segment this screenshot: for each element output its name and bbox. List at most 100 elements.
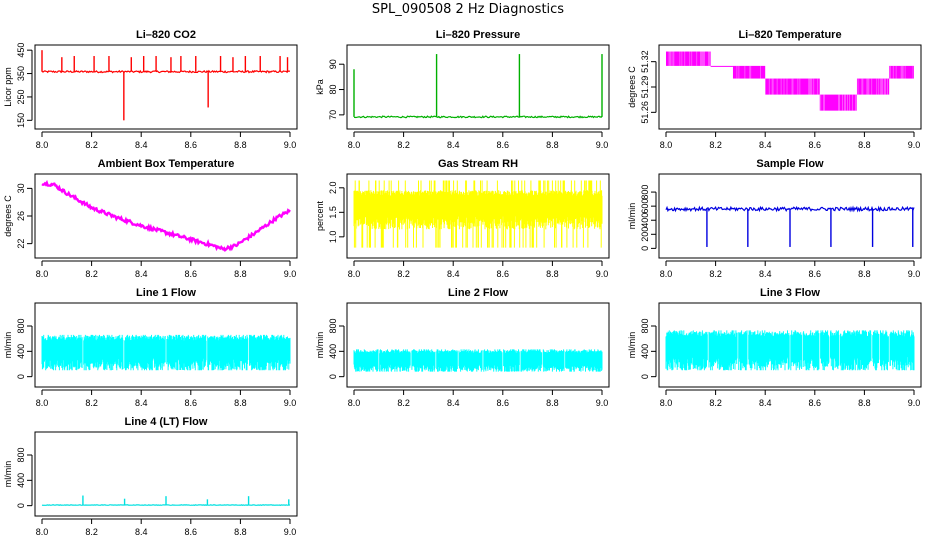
x-tick-label: 8.6 (185, 140, 198, 150)
y-tick-label: 2.0 (328, 182, 338, 195)
step-texture (668, 51, 710, 66)
x-tick-label: 8.0 (348, 140, 361, 150)
y-tick-label: 150 (16, 113, 26, 128)
chart-panel: Ambient Box Temperature degrees C 8.0 8.2 8.… (3, 158, 298, 279)
y-axis: 1.0 1.5 2.0 (328, 182, 345, 243)
y-tick-label: 0 (328, 374, 338, 379)
x-tick-label: 8.2 (397, 269, 410, 279)
data-series (353, 180, 603, 248)
y-tick-label: 0 (640, 374, 650, 379)
x-tick-label: 8.6 (497, 140, 510, 150)
y-tick-label: 400 (640, 213, 650, 228)
x-axis: 8.0 8.2 8.4 8.6 8.8 9.0 (660, 389, 920, 408)
data-series (41, 495, 290, 506)
step-band (666, 51, 711, 66)
y-axis-label: degrees C (627, 66, 637, 108)
x-tick-label: 8.8 (234, 140, 247, 150)
y-axis-label: Licor ppm (3, 67, 13, 107)
x-tick-label: 9.0 (284, 398, 297, 408)
chart-panel: Li–820 Pressure kPa 8.0 8.2 8.4 8.6 8.8 9.0 70 80… (315, 29, 610, 150)
y-axis-label: percent (315, 200, 325, 231)
y-tick-label: 800 (16, 447, 26, 462)
step-band (889, 65, 914, 79)
y-tick-label: 1.5 (328, 206, 338, 219)
y-axis: 0 400 800 (640, 318, 657, 379)
x-tick-label: 8.2 (85, 269, 98, 279)
x-tick-label: 8.2 (709, 398, 722, 408)
chart-title: Gas Stream RH (438, 158, 518, 170)
x-axis: 8.0 8.2 8.4 8.6 8.8 9.0 (348, 131, 609, 150)
x-tick-label: 8.0 (660, 269, 673, 279)
x-tick-label: 8.4 (447, 140, 460, 150)
series-band (353, 180, 603, 248)
x-tick-label: 9.0 (284, 269, 297, 279)
step-texture (764, 78, 819, 95)
x-tick-label: 8.6 (497, 269, 510, 279)
y-axis: 150 250 350 450 (16, 43, 33, 128)
x-axis: 8.0 8.2 8.4 8.6 8.8 9.0 (36, 260, 297, 279)
x-tick-label: 8.0 (36, 527, 49, 537)
x-tick-label: 8.4 (135, 140, 148, 150)
x-tick-label: 8.4 (759, 140, 772, 150)
y-axis-label: ml/min (3, 461, 13, 488)
x-tick-label: 8.0 (660, 140, 673, 150)
step-band (732, 65, 766, 79)
y-tick-label: 51.26 (640, 101, 650, 124)
x-tick-label: 8.8 (234, 398, 247, 408)
y-tick-label: 800 (640, 318, 650, 333)
y-axis: 0 400 800 (328, 318, 345, 379)
step-band (856, 78, 890, 95)
chart-title: Line 3 Flow (760, 287, 820, 299)
x-tick-label: 8.2 (397, 140, 410, 150)
x-tick-label: 8.4 (759, 269, 772, 279)
chart-title: Li–820 Pressure (436, 29, 520, 41)
data-series (665, 330, 915, 371)
x-tick-label: 8.4 (759, 398, 772, 408)
chart-title: Line 4 (LT) Flow (125, 416, 208, 428)
chart-title: Sample Flow (756, 158, 824, 170)
data-series (353, 54, 603, 119)
data-series (41, 179, 291, 252)
x-axis: 8.0 8.2 8.4 8.6 8.8 9.0 (36, 389, 297, 408)
chart-panel: Gas Stream RH percent 8.0 8.2 8.4 8.6 8.8 9.0 1.… (315, 158, 610, 279)
y-axis: 51.26 51.29 51.32 (640, 50, 657, 124)
x-axis: 8.0 8.2 8.4 8.6 8.8 9.0 (348, 389, 608, 408)
series-line (353, 115, 603, 119)
plot-frame (34, 302, 298, 388)
y-tick-label: 80 (328, 85, 338, 95)
step-band (710, 65, 733, 67)
series-band (665, 330, 915, 371)
plot-frame (658, 173, 922, 259)
x-tick-label: 8.6 (809, 398, 822, 408)
x-tick-label: 9.0 (596, 140, 609, 150)
y-axis-label: degrees C (3, 195, 13, 237)
x-tick-label: 8.2 (397, 398, 410, 408)
y-tick-label: 0 (640, 246, 650, 251)
y-tick-label: 22 (16, 239, 26, 249)
x-tick-label: 8.6 (185, 269, 198, 279)
series-band (353, 349, 603, 372)
x-tick-label: 8.0 (348, 269, 361, 279)
chart-title: Line 1 Flow (136, 287, 196, 299)
step-texture (736, 65, 761, 79)
x-tick-label: 8.0 (36, 140, 49, 150)
y-axis-label: ml/min (3, 332, 13, 359)
x-tick-label: 8.2 (85, 140, 98, 150)
x-tick-label: 8.4 (135, 527, 148, 537)
y-axis: 22 26 30 (16, 183, 33, 249)
chart-title: Ambient Box Temperature (98, 158, 235, 170)
y-tick-label: 450 (16, 43, 26, 58)
x-tick-label: 8.6 (809, 269, 822, 279)
x-axis: 8.0 8.2 8.4 8.6 8.8 9.0 (660, 260, 920, 279)
x-axis: 8.0 8.2 8.4 8.6 8.8 9.0 (36, 131, 296, 150)
page-title: SPL_090508 2 Hz Diagnostics (371, 2, 565, 17)
y-tick-label: 0 (16, 374, 26, 379)
chart-title: Li–820 CO2 (136, 29, 196, 41)
x-axis: 8.0 8.2 8.4 8.6 8.8 9.0 (660, 131, 920, 150)
plot-frame (34, 173, 298, 259)
y-tick-label: 26 (16, 211, 26, 221)
x-tick-label: 8.6 (809, 140, 822, 150)
x-tick-label: 8.8 (858, 140, 871, 150)
